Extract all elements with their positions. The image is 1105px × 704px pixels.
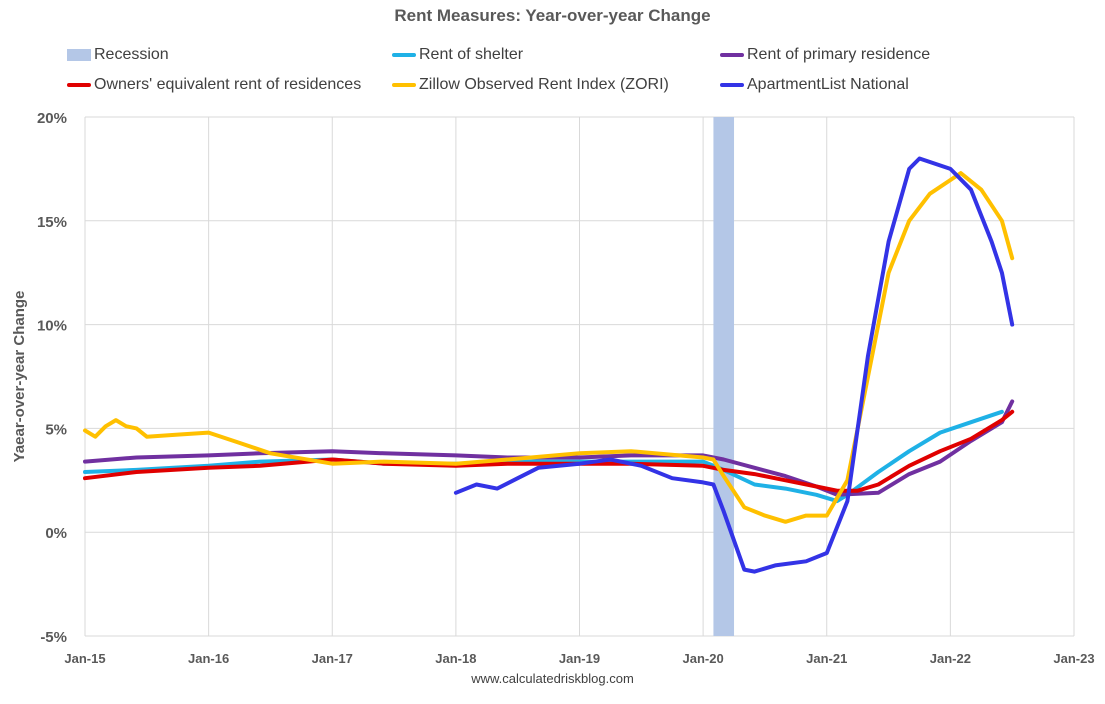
x-tick-label: Jan-17 [312, 651, 353, 666]
legend-item-rent-of-shelter: Rent of shelter [392, 46, 523, 64]
y-tick-label: 5% [45, 421, 67, 438]
chart-title: Rent Measures: Year-over-year Change [394, 6, 711, 25]
y-tick-label: 0% [45, 525, 67, 542]
legend-label-zori: Zillow Observed Rent Index (ZORI) [419, 76, 669, 93]
legend-item-rent-primary-residence: Rent of primary residence [720, 46, 930, 64]
legend-item-owners-equivalent-rent: Owners' equivalent rent of residences [67, 76, 361, 94]
series-line-rent-of-shelter [83, 409, 1004, 504]
series-line-apartmentlist-national [453, 156, 1015, 574]
y-tick-label: 15% [37, 214, 67, 231]
y-tick-label: 20% [37, 110, 67, 127]
y-tick-label: -5% [40, 629, 67, 646]
legend: Recession Rent of shelter Rent of primar… [0, 0, 1105, 100]
legend-swatch-apartmentlist [720, 83, 744, 87]
legend-label-recession: Recession [94, 46, 169, 63]
y-tick-label: 10% [37, 318, 67, 335]
recession-band [713, 117, 735, 636]
series-line-rent-of-primary-residence [83, 399, 1015, 497]
legend-item-zori: Zillow Observed Rent Index (ZORI) [392, 76, 669, 94]
legend-label-owners-equivalent-rent: Owners' equivalent rent of residences [94, 76, 362, 93]
series-line-zillow-observed-rent-index-zori [83, 171, 1015, 524]
legend-label-apartmentlist: ApartmentList National [747, 76, 909, 93]
legend-item-apartmentlist: ApartmentList National [720, 76, 909, 94]
x-tick-label: Jan-18 [435, 651, 476, 666]
legend-swatch-recession [67, 49, 91, 61]
y-axis-label: Yaear-over-year Change [11, 291, 28, 463]
legend-label-rent-of-shelter: Rent of shelter [419, 46, 524, 63]
legend-swatch-owners-equivalent-rent [67, 83, 91, 87]
x-tick-label: Jan-20 [683, 651, 724, 666]
series-line-owners-equivalent-rent-of-residences [83, 409, 1015, 493]
x-tick-label: Jan-23 [1053, 651, 1094, 666]
source-note: www.calculatedriskblog.com [471, 671, 634, 686]
legend-swatch-rent-of-shelter [392, 53, 416, 57]
legend-swatch-rent-primary-residence [720, 53, 744, 57]
x-tick-label: Jan-16 [188, 651, 229, 666]
x-tick-label: Jan-15 [64, 651, 105, 666]
legend-swatch-zori [392, 83, 416, 87]
x-tick-label: Jan-22 [930, 651, 971, 666]
legend-item-recession: Recession [67, 46, 169, 64]
legend-label-rent-primary-residence: Rent of primary residence [747, 46, 931, 63]
x-tick-label: Jan-21 [806, 651, 847, 666]
x-tick-label: Jan-19 [559, 651, 600, 666]
